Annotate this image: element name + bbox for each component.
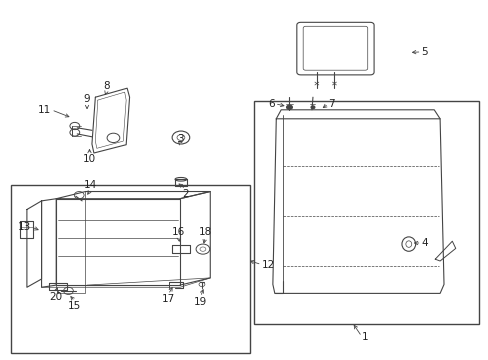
Text: 10: 10 [83, 154, 96, 164]
Text: 15: 15 [68, 301, 81, 311]
Text: 16: 16 [171, 227, 185, 237]
Text: 4: 4 [421, 238, 427, 248]
Ellipse shape [175, 177, 186, 181]
Bar [254, 101, 478, 324]
Text: 13: 13 [18, 222, 31, 232]
Text: 12: 12 [261, 260, 274, 270]
Text: 7: 7 [328, 99, 335, 109]
Text: 3: 3 [177, 134, 184, 144]
Text: 5: 5 [421, 47, 427, 57]
Ellipse shape [401, 237, 415, 251]
Bar [11, 185, 250, 353]
Text: 8: 8 [103, 81, 110, 91]
FancyBboxPatch shape [303, 26, 367, 70]
Text: 18: 18 [198, 227, 212, 237]
Text: 2: 2 [182, 189, 189, 199]
FancyBboxPatch shape [296, 22, 373, 75]
Text: 6: 6 [267, 99, 274, 109]
Text: 1: 1 [361, 332, 368, 342]
Circle shape [286, 105, 292, 109]
Text: 14: 14 [83, 180, 97, 190]
Text: 19: 19 [193, 297, 207, 307]
Text: 20: 20 [49, 292, 62, 302]
Text: 17: 17 [161, 294, 175, 305]
Text: 11: 11 [38, 105, 51, 115]
Text: 9: 9 [83, 94, 90, 104]
Ellipse shape [405, 241, 411, 247]
Circle shape [310, 106, 314, 109]
